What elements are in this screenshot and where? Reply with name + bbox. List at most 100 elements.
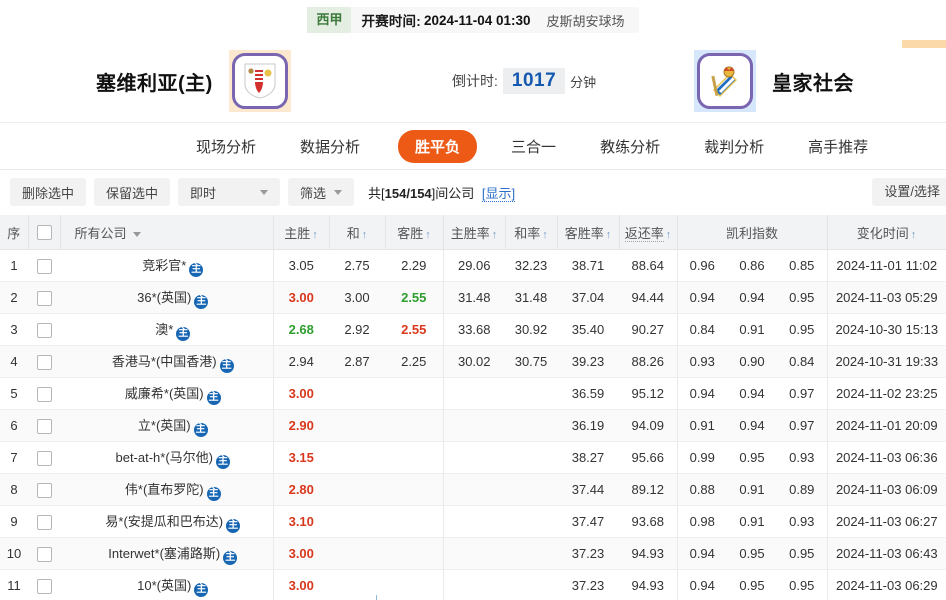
th-away-rate[interactable]: 客胜率 ↑	[557, 215, 620, 250]
row-away-win[interactable]	[385, 409, 444, 442]
row-home-win[interactable]: 2.94	[273, 345, 329, 378]
row-checkbox-cell[interactable]	[28, 569, 60, 600]
row-draw[interactable]	[329, 505, 385, 538]
mode-dropdown[interactable]: 即时	[178, 178, 281, 206]
delete-selected-button[interactable]: 删除选中	[10, 178, 87, 206]
table-row[interactable]: 8 伟*(直布罗陀) 主 2.80 37.44 89.12 0.88 0.91 0.89 2024…	[0, 473, 946, 506]
row-home-win[interactable]: 3.00	[273, 537, 329, 570]
row-checkbox-cell[interactable]	[28, 409, 60, 442]
th-away-win[interactable]: 客胜 ↑	[385, 215, 444, 250]
th-home-rate[interactable]: 主胜率 ↑	[443, 215, 506, 250]
row-draw[interactable]	[329, 537, 385, 570]
row-checkbox-cell[interactable]	[28, 249, 60, 282]
row-draw[interactable]	[329, 441, 385, 474]
row-company[interactable]: bet-at-h*(马尔他) 主	[60, 441, 274, 474]
th-company[interactable]: 所有公司	[60, 215, 274, 250]
table-row[interactable]: 11 10*(英国) 主 3.00 37.23 94.93 0.94 0.95 0.95 2024…	[0, 569, 946, 600]
row-draw[interactable]: 2.75	[329, 249, 385, 282]
row-draw[interactable]	[329, 409, 385, 442]
row-company[interactable]: 澳* 主	[60, 313, 274, 346]
tab-win-draw-loss[interactable]: 胜平负	[398, 129, 478, 163]
row-home-win[interactable]: 2.80	[273, 473, 329, 506]
row-checkbox-cell[interactable]	[28, 313, 60, 346]
settings-button[interactable]: 设置/选择	[872, 178, 946, 206]
row-home-win[interactable]: 2.90	[273, 409, 329, 442]
row-company[interactable]: 立*(英国) 主	[60, 409, 274, 442]
row-company[interactable]: 伟*(直布罗陀) 主	[60, 473, 274, 506]
table-row[interactable]: 10 Interwet*(塞浦路斯) 主 3.00 37.23 94.93 0.94 0.95…	[0, 537, 946, 570]
th-change-time[interactable]: 变化时间 ↑	[827, 215, 946, 250]
row-draw[interactable]: 2.87	[329, 345, 385, 378]
tab-coach-analysis[interactable]: 教练分析	[600, 138, 661, 156]
row-checkbox-cell[interactable]	[28, 345, 60, 378]
row-away-win[interactable]: 2.55	[385, 313, 444, 346]
row-draw[interactable]: 3.00	[329, 281, 385, 314]
show-link[interactable]: [显示]	[481, 185, 516, 202]
row-checkbox[interactable]	[36, 354, 52, 370]
filter-dropdown[interactable]: 筛选	[288, 178, 355, 206]
row-away-win[interactable]	[385, 377, 444, 410]
row-draw[interactable]	[329, 377, 385, 410]
row-away-win[interactable]	[385, 473, 444, 506]
row-home-win[interactable]: 3.10	[273, 505, 329, 538]
row-draw[interactable]: 2.92	[329, 313, 385, 346]
row-home-win[interactable]: 3.15	[273, 441, 329, 474]
row-checkbox[interactable]	[36, 450, 52, 466]
row-checkbox-cell[interactable]	[28, 473, 60, 506]
th-draw[interactable]: 和 ↑	[329, 215, 386, 250]
row-checkbox-cell[interactable]	[28, 537, 60, 570]
table-row[interactable]: 2 36*(英国) 主 3.00 3.00 2.55 31.48 31.48 37.04 94.4…	[0, 281, 946, 314]
row-checkbox[interactable]	[36, 578, 52, 594]
row-home-win[interactable]: 2.68	[273, 313, 329, 346]
row-away-win[interactable]: 2.55	[385, 281, 444, 314]
row-checkbox[interactable]	[36, 322, 52, 338]
row-company[interactable]: 36*(英国) 主	[60, 281, 274, 314]
tab-three-in-one[interactable]: 三合一	[511, 138, 557, 156]
row-home-win[interactable]: 3.00	[273, 569, 329, 600]
row-away-win[interactable]	[385, 441, 444, 474]
row-company[interactable]: Interwet*(塞浦路斯) 主	[60, 537, 274, 570]
table-row[interactable]: 5 威廉希*(英国) 主 3.00 36.59 95.12 0.94 0.94 0.97 2024…	[0, 377, 946, 410]
row-checkbox-cell[interactable]	[28, 281, 60, 314]
row-checkbox[interactable]	[36, 546, 52, 562]
table-row[interactable]: 3 澳* 主 2.68 2.92 2.55 33.68 30.92 35.40 90.27 0.84…	[0, 313, 946, 346]
row-draw[interactable]	[329, 569, 385, 600]
row-away-win[interactable]: 2.29	[385, 249, 444, 282]
row-away-win[interactable]	[385, 569, 444, 600]
row-checkbox[interactable]	[36, 290, 52, 306]
row-away-win[interactable]	[385, 505, 444, 538]
table-row[interactable]: 7 bet-at-h*(马尔他) 主 3.15 38.27 95.66 0.99 0.95 0.…	[0, 441, 946, 474]
table-row[interactable]: 1 竞彩官* 主 3.05 2.75 2.29 29.06 32.23 38.71 88.64 0.…	[0, 249, 946, 282]
row-checkbox[interactable]	[36, 258, 52, 274]
table-row[interactable]: 9 易*(安提瓜和巴布达) 主 3.10 37.47 93.68 0.98 0.91 0.93 2…	[0, 505, 946, 538]
row-draw[interactable]	[329, 473, 385, 506]
row-home-win[interactable]: 3.00	[273, 377, 329, 410]
row-checkbox-cell[interactable]	[28, 377, 60, 410]
row-home-win[interactable]: 3.05	[273, 249, 329, 282]
row-home-win[interactable]: 3.00	[273, 281, 329, 314]
row-company[interactable]: 易*(安提瓜和巴布达) 主	[60, 505, 274, 538]
tab-referee-analysis[interactable]: 裁判分析	[704, 138, 765, 156]
th-return-rate[interactable]: 返还率 ↑	[619, 215, 678, 250]
table-row[interactable]: 4 香港马*(中国香港) 主 2.94 2.87 2.25 30.02 30.75 39.23 8…	[0, 345, 946, 378]
row-company[interactable]: 竞彩官* 主	[60, 249, 274, 282]
row-away-win[interactable]: 2.25	[385, 345, 444, 378]
keep-selected-button[interactable]: 保留选中	[94, 178, 171, 206]
row-checkbox[interactable]	[36, 482, 52, 498]
tab-data-analysis[interactable]: 数据分析	[300, 138, 361, 156]
row-company[interactable]: 10*(英国) 主	[60, 569, 274, 600]
row-away-win[interactable]	[385, 537, 444, 570]
row-checkbox[interactable]	[36, 418, 52, 434]
row-checkbox-cell[interactable]	[28, 441, 60, 474]
row-checkbox[interactable]	[36, 386, 52, 402]
row-company[interactable]: 威廉希*(英国) 主	[60, 377, 274, 410]
th-draw-rate[interactable]: 和率 ↑	[505, 215, 558, 250]
row-checkbox[interactable]	[36, 514, 52, 530]
th-home-win[interactable]: 主胜 ↑	[273, 215, 330, 250]
table-row[interactable]: 6 立*(英国) 主 2.90 36.19 94.09 0.91 0.94 0.97 2024-1…	[0, 409, 946, 442]
row-checkbox-cell[interactable]	[28, 505, 60, 538]
select-all-checkbox[interactable]	[36, 225, 52, 241]
th-select-all[interactable]	[28, 215, 61, 250]
tab-live-analysis[interactable]: 现场分析	[196, 138, 257, 156]
row-company[interactable]: 香港马*(中国香港) 主	[60, 345, 274, 378]
